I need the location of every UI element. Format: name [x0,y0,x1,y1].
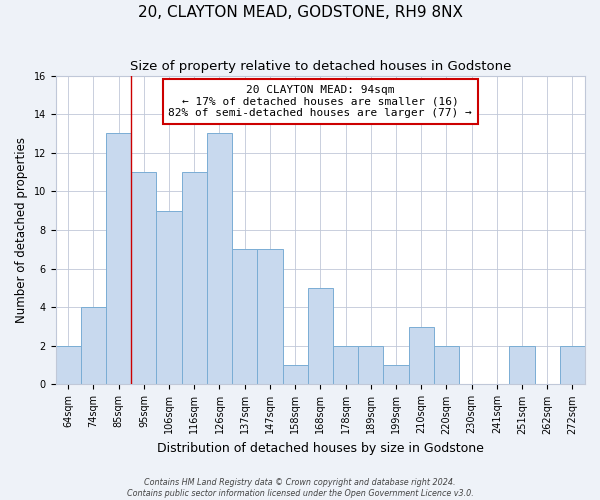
Bar [283,365,308,384]
X-axis label: Distribution of detached houses by size in Godstone: Distribution of detached houses by size … [157,442,484,455]
Bar [383,365,409,384]
Bar [81,307,106,384]
Bar [106,134,131,384]
Bar [333,346,358,385]
Text: 20 CLAYTON MEAD: 94sqm
← 17% of detached houses are smaller (16)
82% of semi-det: 20 CLAYTON MEAD: 94sqm ← 17% of detached… [169,85,472,118]
Title: Size of property relative to detached houses in Godstone: Size of property relative to detached ho… [130,60,511,73]
Bar [56,346,81,385]
Bar [434,346,459,385]
Bar [509,346,535,385]
Bar [308,288,333,384]
Y-axis label: Number of detached properties: Number of detached properties [15,137,28,323]
Bar [131,172,157,384]
Bar [358,346,383,385]
Text: Contains HM Land Registry data © Crown copyright and database right 2024.
Contai: Contains HM Land Registry data © Crown c… [127,478,473,498]
Bar [409,326,434,384]
Bar [232,250,257,384]
Bar [207,134,232,384]
Bar [560,346,585,385]
Bar [257,250,283,384]
Bar [182,172,207,384]
Bar [157,210,182,384]
Text: 20, CLAYTON MEAD, GODSTONE, RH9 8NX: 20, CLAYTON MEAD, GODSTONE, RH9 8NX [137,5,463,20]
